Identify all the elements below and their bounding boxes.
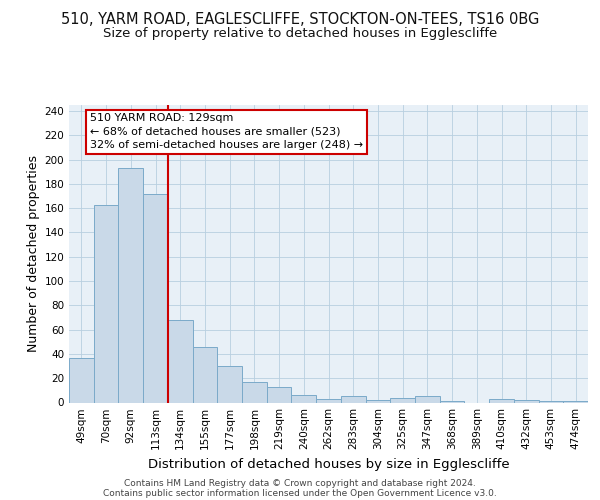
Bar xyxy=(143,194,168,402)
Bar xyxy=(489,399,514,402)
X-axis label: Distribution of detached houses by size in Egglescliffe: Distribution of detached houses by size … xyxy=(148,458,509,471)
Bar xyxy=(514,400,539,402)
Text: Size of property relative to detached houses in Egglescliffe: Size of property relative to detached ho… xyxy=(103,28,497,40)
Bar xyxy=(94,204,118,402)
Text: Contains HM Land Registry data © Crown copyright and database right 2024.: Contains HM Land Registry data © Crown c… xyxy=(124,478,476,488)
Y-axis label: Number of detached properties: Number of detached properties xyxy=(27,155,40,352)
Bar xyxy=(168,320,193,402)
Bar xyxy=(242,382,267,402)
Bar xyxy=(267,386,292,402)
Bar xyxy=(316,399,341,402)
Bar xyxy=(292,395,316,402)
Bar xyxy=(69,358,94,403)
Bar xyxy=(415,396,440,402)
Bar xyxy=(217,366,242,403)
Text: 510, YARM ROAD, EAGLESCLIFFE, STOCKTON-ON-TEES, TS16 0BG: 510, YARM ROAD, EAGLESCLIFFE, STOCKTON-O… xyxy=(61,12,539,28)
Bar xyxy=(341,396,365,402)
Bar xyxy=(365,400,390,402)
Bar xyxy=(193,346,217,403)
Text: 510 YARM ROAD: 129sqm
← 68% of detached houses are smaller (523)
32% of semi-det: 510 YARM ROAD: 129sqm ← 68% of detached … xyxy=(90,114,363,150)
Bar xyxy=(118,168,143,402)
Bar xyxy=(390,398,415,402)
Text: Contains public sector information licensed under the Open Government Licence v3: Contains public sector information licen… xyxy=(103,488,497,498)
